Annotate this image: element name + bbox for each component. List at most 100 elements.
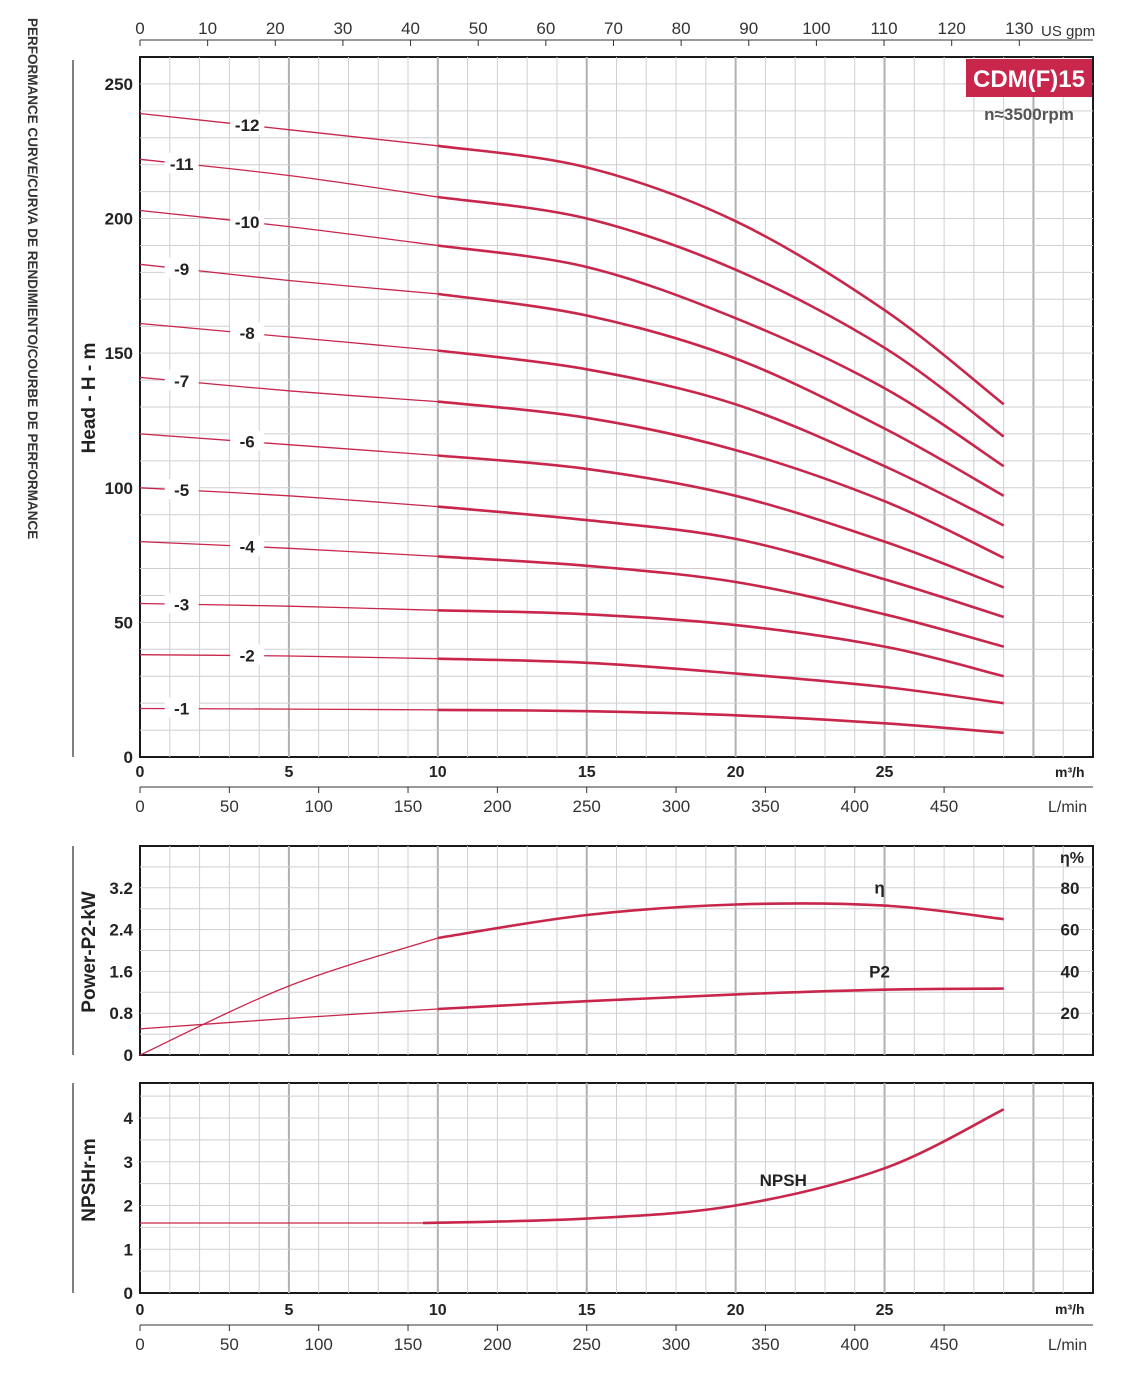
gpm-tick-label: 90 [739, 19, 758, 38]
npsh-label: NPSH [760, 1171, 807, 1190]
lmin-tick-label: 0 [135, 797, 144, 816]
speed-label: n≈3500rpm [984, 105, 1074, 124]
m3h-tick-label: 0 [136, 1302, 145, 1319]
power-curves: η P2 [139, 879, 1004, 1056]
lmin-tick-label: 100 [304, 1335, 332, 1354]
power-curve [437, 987, 1004, 1011]
m3h-axis-top: 0 5 10 15 20 25 [136, 764, 894, 781]
head-y-axis: 0 50 100 150 200 250 [105, 75, 133, 767]
m3h-unit-top: m³/h [1055, 764, 1085, 780]
lmin-axis-bottom: 0 50 100 150 200 250 300 350 400 450 [135, 1325, 958, 1354]
stage-label: -12 [235, 116, 260, 135]
eta-tick-label: 40 [1061, 962, 1080, 981]
y-tick-label: 1.6 [109, 962, 133, 981]
y-tick-label: 50 [114, 613, 133, 632]
stage-label-bg [164, 697, 199, 718]
power-y-axis: 0 0.8 1.6 2.4 3.2 [109, 879, 133, 1065]
lmin-unit-bottom: L/min [1048, 1337, 1087, 1354]
npsh-y-axis: 0 1 2 3 4 [124, 1109, 134, 1303]
lmin-tick-label: 0 [135, 1335, 144, 1354]
m3h-unit-bottom: m³/h [1055, 1301, 1085, 1317]
power-grid [140, 846, 1093, 1055]
m3h-axis-bottom: 0 5 10 15 20 25 [136, 1302, 894, 1319]
stage-label-bg [164, 370, 199, 391]
gpm-tick-label: 70 [604, 19, 623, 38]
y-tick-label: 1 [124, 1240, 133, 1259]
y-tick-label: 100 [105, 479, 133, 498]
gpm-tick-label: 130 [1005, 19, 1033, 38]
stage-label-bg [164, 593, 199, 614]
efficiency-label: η [874, 879, 884, 898]
lmin-unit-top: L/min [1048, 799, 1087, 816]
npsh-y-title: NPSHr-m [79, 1138, 100, 1221]
eta-tick-label: 60 [1061, 921, 1080, 940]
head-curve [437, 708, 1004, 735]
stage-label: -6 [240, 433, 255, 452]
head-curve [437, 349, 1005, 527]
stage-label: -2 [240, 647, 255, 666]
gpm-tick-label: 60 [536, 19, 555, 38]
m3h-tick-label: 15 [578, 764, 596, 781]
y-tick-label: 150 [105, 344, 133, 363]
efficiency-curve-start [139, 937, 438, 1056]
stage-label: -11 [170, 155, 194, 174]
y-tick-label: 0.8 [109, 1004, 133, 1023]
head-curve [437, 195, 1005, 438]
lmin-tick-label: 200 [483, 797, 511, 816]
model-badge: CDM(F)15 [973, 66, 1085, 93]
power-y-title: Power-P2-kW [79, 891, 100, 1012]
y-tick-label: 4 [124, 1109, 134, 1128]
gpm-tick-label: 0 [135, 19, 144, 38]
stage-label-bg [164, 257, 199, 278]
head-grid [140, 57, 1093, 757]
y-tick-label: 250 [105, 75, 133, 94]
lmin-tick-label: 250 [573, 797, 601, 816]
lmin-tick-label: 350 [751, 797, 779, 816]
head-curve-start [139, 540, 438, 558]
y-tick-label: 0 [124, 1046, 133, 1065]
stage-label-bg [164, 479, 199, 500]
m3h-tick-label: 20 [727, 764, 745, 781]
stage-label-bg [230, 644, 265, 665]
m3h-tick-label: 5 [284, 764, 293, 781]
lmin-tick-label: 150 [394, 1335, 422, 1354]
stage-label-bg [230, 114, 265, 135]
head-curve [437, 555, 1005, 648]
eta-unit: η% [1060, 850, 1084, 867]
lmin-tick-label: 400 [841, 797, 869, 816]
m3h-tick-label: 5 [284, 1302, 293, 1319]
head-curve-start [139, 322, 438, 352]
head-y-title: Head - H - m [79, 343, 100, 454]
eta-tick-label: 20 [1061, 1004, 1080, 1023]
y-tick-label: 200 [105, 210, 133, 229]
head-curve [437, 400, 1005, 559]
lmin-tick-label: 200 [483, 1335, 511, 1354]
lmin-axis-top: 0 50 100 150 200 250 300 350 400 450 [135, 787, 958, 816]
lmin-tick-label: 350 [751, 1335, 779, 1354]
eta-y-axis: 20 40 60 80 [1061, 879, 1080, 1023]
lmin-tick-label: 400 [841, 1335, 869, 1354]
power-curve-start [139, 1008, 438, 1030]
stage-label-bg [230, 535, 265, 556]
gpm-axis: 0 10 20 30 40 50 60 70 80 90 100 110 120 130 [135, 19, 1034, 46]
lmin-tick-label: 250 [573, 1335, 601, 1354]
head-curve-start [139, 654, 438, 660]
gpm-tick-label: 40 [401, 19, 420, 38]
npsh-grid [140, 1083, 1093, 1293]
gpm-tick-label: 50 [469, 19, 488, 38]
head-curves: -1 -2 -3 -4 -5 -6 -7 -8 -9 -10 -11 -12 [139, 112, 1005, 735]
m3h-tick-label: 25 [876, 764, 894, 781]
side-title: PERFORMANCE CURVE/CURVA DE RENDIMIENTO/C… [25, 18, 40, 539]
y-tick-label: 0 [124, 748, 133, 767]
power-label: P2 [869, 963, 890, 982]
y-tick-label: 0 [124, 1284, 133, 1303]
stage-label-bg [230, 322, 265, 343]
m3h-tick-label: 10 [429, 764, 447, 781]
head-curve [437, 292, 1005, 497]
npsh-curve [422, 1108, 1005, 1225]
stage-label-bg [230, 211, 265, 232]
stage-label-bg [164, 152, 199, 173]
head-curve [437, 505, 1005, 619]
head-curve-start [139, 209, 438, 247]
